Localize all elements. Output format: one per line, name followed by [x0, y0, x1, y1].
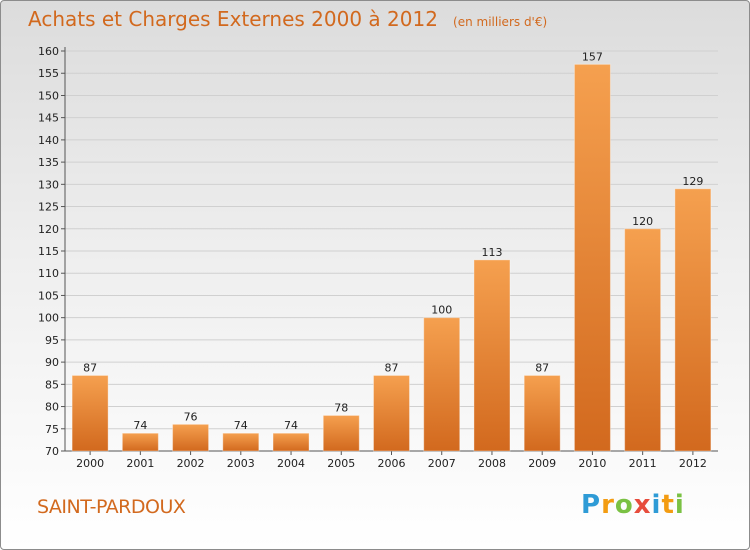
- logo-letter: t: [661, 490, 675, 520]
- bar-outline: [473, 259, 511, 452]
- proxiti-logo: Proxiti: [581, 490, 685, 520]
- bar: [273, 433, 310, 451]
- chart-title: Achats et Charges Externes 2000 à 2012: [28, 7, 438, 31]
- bar-outline: [573, 63, 611, 452]
- y-tick-label: 160: [38, 45, 59, 58]
- bar-outline: [624, 228, 662, 452]
- y-tick-label: 150: [38, 89, 59, 102]
- y-tick-label: 135: [38, 156, 59, 169]
- x-tick-label: 2004: [277, 457, 305, 470]
- x-tick-label: 2003: [227, 457, 255, 470]
- bar-outline: [272, 432, 310, 452]
- data-label: 87: [83, 361, 97, 374]
- chart-title-row: Achats et Charges Externes 2000 à 2012 (…: [28, 7, 547, 31]
- logo-letter: i: [651, 490, 662, 520]
- logo-letter: o: [614, 490, 634, 520]
- y-tick-label: 110: [38, 267, 59, 280]
- bars: [71, 63, 712, 452]
- data-label: 76: [184, 410, 198, 423]
- data-label: 120: [632, 215, 653, 228]
- bar-outline: [172, 423, 210, 452]
- y-tick-label: 100: [38, 312, 59, 325]
- logo-letter: i: [674, 490, 685, 520]
- x-tick-label: 2001: [126, 457, 154, 470]
- bar: [323, 415, 360, 451]
- bar-outline: [373, 374, 410, 452]
- y-tick-label: 155: [38, 67, 59, 80]
- data-label: 74: [234, 419, 248, 432]
- data-label: 74: [284, 419, 298, 432]
- bar-outline: [674, 188, 712, 452]
- data-label: 87: [535, 361, 549, 374]
- y-tick-label: 130: [38, 178, 59, 191]
- y-tick-label: 105: [38, 289, 59, 302]
- data-label: 78: [334, 401, 348, 414]
- x-tick-label: 2000: [76, 457, 104, 470]
- y-tick-label: 95: [45, 334, 59, 347]
- bar: [172, 424, 209, 451]
- x-tick-label: 2006: [378, 457, 406, 470]
- data-label: 157: [582, 50, 603, 63]
- bar: [373, 375, 410, 451]
- logo-letter: x: [633, 490, 652, 520]
- data-label: 129: [682, 175, 703, 188]
- data-label: 100: [431, 304, 452, 317]
- x-tick-label: 2009: [528, 457, 556, 470]
- data-labels: 87 74 76 74 74 78 87 100 113 87 157 120 129: [83, 50, 703, 432]
- bar: [524, 375, 561, 451]
- y-tick-label: 145: [38, 112, 59, 125]
- bar: [674, 188, 711, 451]
- y-tick-label: 70: [45, 445, 59, 458]
- y-tick-label: 140: [38, 134, 59, 147]
- bar: [72, 375, 109, 451]
- city-name: SAINT-PARDOUX: [37, 496, 186, 518]
- bar-outline: [322, 414, 360, 452]
- axes: 70 75 80 85 90 95 100 105 110 115 120 125 130 135 140 1…: [38, 45, 718, 470]
- bar: [473, 259, 510, 451]
- bar: [574, 64, 611, 452]
- x-tick-label: 2002: [177, 457, 205, 470]
- bar-outline: [423, 317, 461, 452]
- x-tick-label: 2007: [428, 457, 456, 470]
- bar: [423, 317, 460, 451]
- bar: [222, 433, 259, 451]
- y-tick-label: 90: [45, 356, 59, 369]
- data-label: 74: [133, 419, 147, 432]
- y-tick-label: 80: [45, 401, 59, 414]
- y-tick-label: 125: [38, 201, 59, 214]
- x-tick-label: 2005: [327, 457, 355, 470]
- logo-letter: P: [581, 490, 602, 520]
- y-tick-label: 120: [38, 223, 59, 236]
- y-tick-label: 75: [45, 423, 59, 436]
- data-label: 113: [481, 246, 502, 259]
- bar-outline: [71, 374, 109, 452]
- y-tick-label: 85: [45, 378, 59, 391]
- bar-outline: [121, 432, 159, 452]
- x-tick-label: 2011: [629, 457, 657, 470]
- y-tick-label: 115: [38, 245, 59, 258]
- x-tick-label: 2010: [578, 457, 606, 470]
- data-label: 87: [385, 361, 399, 374]
- bar: [624, 228, 661, 451]
- bar-outline: [523, 374, 561, 452]
- x-tick-label: 2008: [478, 457, 506, 470]
- logo-letter: r: [601, 490, 615, 520]
- bar: [122, 433, 159, 451]
- bar-outline: [222, 432, 260, 452]
- x-tick-label: 2012: [679, 457, 707, 470]
- chart-subtitle: (en milliers d'€): [453, 15, 548, 29]
